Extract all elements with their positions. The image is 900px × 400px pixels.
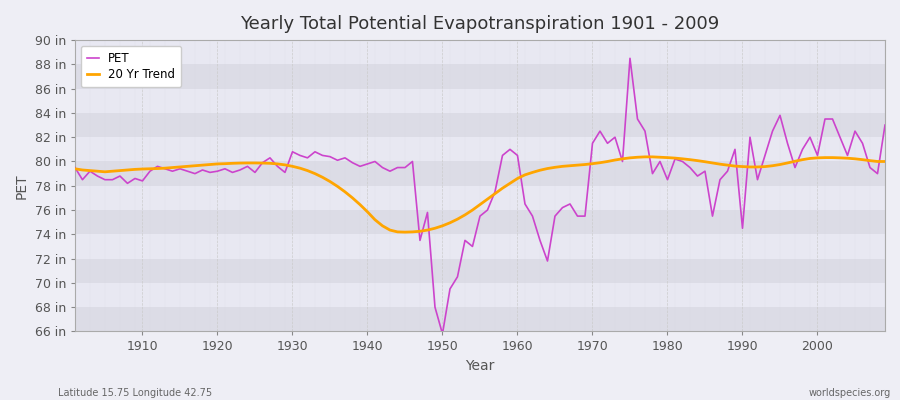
Line: PET: PET — [75, 58, 885, 334]
PET — [519, 202, 530, 206]
20 Yr Trend — [130, 167, 140, 172]
Text: Latitude 15.75 Longitude 42.75: Latitude 15.75 Longitude 42.75 — [58, 388, 212, 398]
20 Yr Trend — [609, 158, 620, 162]
Bar — [75, 64, 885, 89]
Bar — [75, 210, 885, 234]
X-axis label: Year: Year — [465, 359, 495, 373]
Bar — [75, 89, 885, 113]
20 Yr Trend — [879, 159, 890, 164]
Bar — [75, 283, 885, 307]
Title: Yearly Total Potential Evapotranspiration 1901 - 2009: Yearly Total Potential Evapotranspiratio… — [240, 15, 720, 33]
PET — [69, 165, 80, 170]
Bar — [75, 40, 885, 64]
Bar — [75, 234, 885, 258]
Bar — [75, 113, 885, 137]
PET — [437, 332, 448, 336]
Text: worldspecies.org: worldspecies.org — [809, 388, 891, 398]
PET — [879, 123, 890, 128]
Legend: PET, 20 Yr Trend: PET, 20 Yr Trend — [81, 46, 181, 87]
Bar — [75, 137, 885, 162]
20 Yr Trend — [400, 230, 410, 234]
PET — [294, 153, 305, 158]
PET — [625, 56, 635, 61]
Bar — [75, 258, 885, 283]
Bar — [75, 162, 885, 186]
20 Yr Trend — [640, 154, 651, 159]
PET — [130, 176, 140, 181]
PET — [609, 135, 620, 140]
PET — [512, 153, 523, 158]
PET — [339, 156, 350, 160]
20 Yr Trend — [294, 166, 305, 170]
Bar — [75, 186, 885, 210]
20 Yr Trend — [339, 190, 350, 194]
Line: 20 Yr Trend: 20 Yr Trend — [75, 157, 885, 232]
Bar — [75, 307, 885, 332]
20 Yr Trend — [69, 166, 80, 171]
Y-axis label: PET: PET — [15, 173, 29, 198]
20 Yr Trend — [519, 172, 530, 177]
20 Yr Trend — [512, 176, 523, 181]
